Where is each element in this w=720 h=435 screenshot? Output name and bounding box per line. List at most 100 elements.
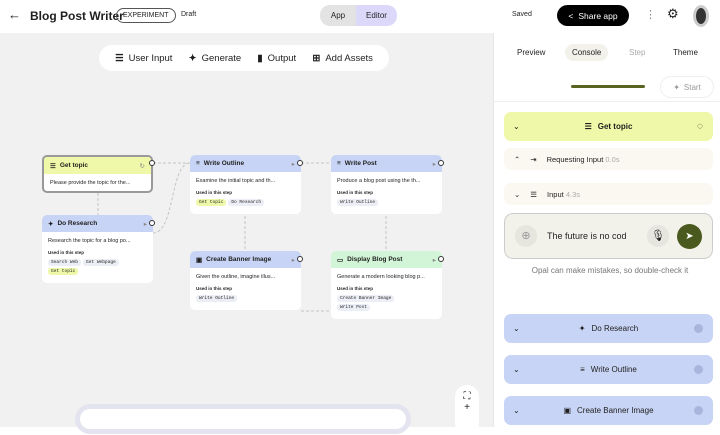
share-label: Share app (578, 10, 618, 21)
node-title: Write Outline (203, 160, 245, 167)
saved-status: Saved (512, 11, 532, 18)
play-icon[interactable] (694, 365, 703, 374)
step-title: Write Outline (590, 365, 637, 374)
input-icon: ⇥ (530, 154, 537, 164)
mode-app[interactable]: App (320, 5, 356, 26)
chip: Create Banner Image (337, 295, 395, 302)
toolbar-add-assets[interactable]: ⊞ Add Assets (312, 53, 373, 64)
input-box: ⊕ The future is no cod 🎙 ➤ (504, 213, 713, 259)
send-button[interactable]: ➤ (677, 224, 702, 249)
label: User Input (128, 52, 173, 64)
chevron-down-icon[interactable]: ⌄ (513, 122, 520, 131)
chevron-down-icon[interactable]: ⌄ (513, 406, 520, 415)
sparkle-icon: ✦ (48, 220, 54, 228)
step-title: Create Banner Image (577, 406, 654, 415)
step-title: Do Research (591, 324, 639, 333)
chip: Get topic (196, 199, 227, 206)
node-get-topic[interactable]: ☰ Get topic ↻ Please provide the topic for… (42, 155, 153, 193)
microphone-icon[interactable]: 🎙 (647, 225, 669, 247)
node-write-post[interactable]: ≡ Write Post ▸ Produce a blog post using t… (331, 155, 442, 214)
node-desc: Examine the initial topic and th... (196, 178, 276, 184)
input-row[interactable]: ⌄ ☰ Input 4.3s (504, 183, 713, 205)
divider (493, 101, 720, 102)
disclaimer: Opal can make mistakes, so double-check … (531, 266, 689, 275)
node-desc: Given the outline, imagine illus... (196, 274, 276, 280)
play-icon[interactable] (694, 406, 703, 415)
toolbar-user-input[interactable]: ☰ User Input (115, 53, 172, 64)
node-title: Get topic (59, 162, 88, 169)
outline-icon: ≡ (580, 365, 585, 374)
play-icon[interactable]: ▸ (432, 160, 436, 168)
node-do-research[interactable]: ✦ Do Research ▸ Research the topic for a b… (42, 215, 153, 283)
avatar[interactable] (693, 5, 709, 27)
chip: Get topic (48, 268, 79, 275)
row-time: 4.3s (565, 189, 580, 199)
chevron-down-icon[interactable]: ⌄ (514, 189, 521, 199)
loading-icon: ◌ (697, 121, 703, 132)
more-icon[interactable]: ⋮ (645, 9, 656, 21)
user-input-icon: ☰ (50, 162, 56, 170)
zoom-in-icon[interactable]: + (464, 402, 470, 413)
output-port[interactable] (149, 160, 155, 166)
console-create-banner-image[interactable]: ⌄ ▣ Create Banner Image (504, 396, 713, 425)
fit-view-icon[interactable]: ⛶ (463, 391, 471, 402)
header: ← Blog Post Writer EXPERIMENT Draft App … (0, 0, 720, 33)
tab-console[interactable]: Console (565, 44, 609, 61)
row-label: Requesting Input (546, 154, 604, 164)
play-icon[interactable]: ▸ (432, 256, 436, 264)
node-title: Write Post (344, 160, 377, 167)
gear-icon[interactable]: ⚙ (667, 6, 679, 21)
toolbar-output[interactable]: ▮ Output (257, 53, 296, 64)
output-port[interactable] (149, 220, 155, 226)
sparkle-icon: ✦ (578, 324, 586, 333)
used-label: Used in this step (337, 286, 374, 291)
tab-step[interactable]: Step (629, 48, 646, 57)
add-icon: ⊞ (312, 52, 321, 64)
chip: Write Post (337, 304, 371, 311)
progress-bar (571, 85, 645, 88)
console-get-topic[interactable]: ⌄ ☰ Get topic ◌ (504, 112, 713, 141)
back-arrow-icon[interactable]: ← (8, 7, 21, 22)
mode-editor[interactable]: Editor (356, 5, 397, 26)
output-port[interactable] (297, 160, 303, 166)
sparkle-icon: ✦ (188, 52, 197, 64)
chevron-down-icon[interactable]: ⌄ (513, 324, 520, 333)
play-icon[interactable]: ▸ (291, 160, 295, 168)
used-label: Used in this step (337, 190, 374, 195)
label: Output (267, 52, 297, 64)
play-icon[interactable]: ▸ (143, 220, 147, 228)
used-label: Used in this step (48, 250, 85, 255)
chevron-down-icon[interactable]: ⌄ (513, 365, 520, 374)
experiment-badge: EXPERIMENT (116, 8, 176, 23)
sparkle-icon: ✦ (673, 82, 680, 92)
used-label: Used in this step (196, 190, 233, 195)
console-write-outline[interactable]: ⌄ ≡ Write Outline (504, 355, 713, 384)
node-create-banner-image[interactable]: ▣ Create Banner Image ▸ Given the outline,… (190, 251, 301, 310)
chip: Write Outline (337, 199, 379, 206)
start-button[interactable]: ✦ Start (660, 76, 714, 98)
tab-preview[interactable]: Preview (517, 48, 546, 57)
share-app-button[interactable]: < Share app (557, 5, 629, 26)
chat-bar[interactable] (75, 404, 411, 434)
node-display-blog-post[interactable]: ▭ Display Blog Post ▸ Generate a modern lo… (331, 251, 442, 319)
play-icon[interactable] (694, 324, 703, 333)
add-icon[interactable]: ⊕ (515, 225, 537, 247)
node-title: Display Blog Post (347, 256, 403, 263)
node-write-outline[interactable]: ≡ Write Outline ▸ Examine the initial topi… (190, 155, 301, 214)
loading-icon: ↻ (139, 162, 145, 170)
output-icon: ▮ (257, 52, 263, 64)
chevron-up-icon[interactable]: ⌃ (514, 154, 521, 164)
console-do-research[interactable]: ⌄ ✦ Do Research (504, 314, 713, 343)
message-input[interactable]: The future is no cod (547, 231, 627, 241)
play-icon[interactable]: ▸ (291, 256, 295, 264)
output-port[interactable] (297, 256, 303, 262)
share-icon: < (568, 10, 574, 21)
chip: Write Outline (196, 295, 238, 302)
toolbar-generate[interactable]: ✦ Generate (189, 53, 242, 64)
outline-icon: ≡ (337, 160, 341, 167)
requesting-input-row[interactable]: ⌃ ⇥ Requesting Input 0.0s (504, 148, 713, 170)
node-desc: Please provide the topic for the... (50, 180, 131, 186)
output-port[interactable] (438, 160, 444, 166)
output-port[interactable] (438, 256, 444, 262)
tab-theme[interactable]: Theme (673, 48, 698, 57)
